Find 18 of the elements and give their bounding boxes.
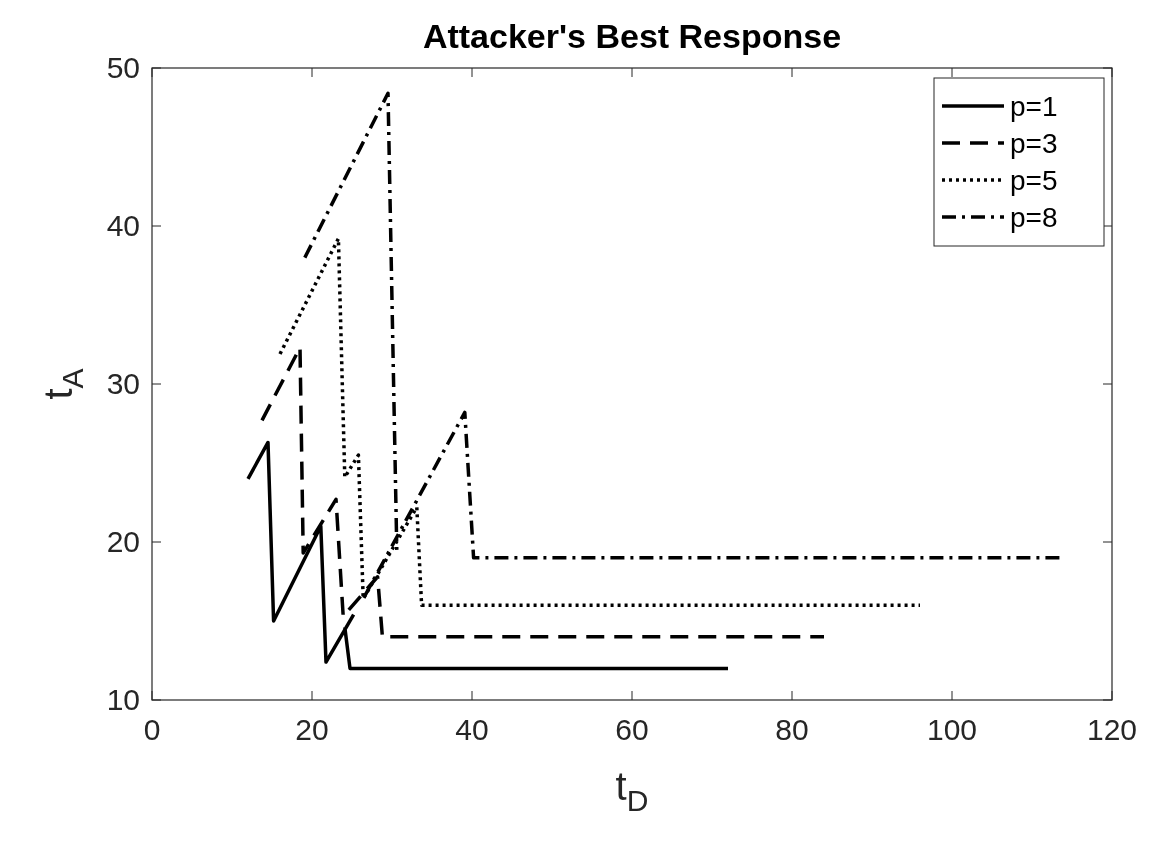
y-tick-label: 20 (106, 525, 140, 558)
x-axis-title: t$_{D}$ (615, 764, 649, 817)
chart-title: Attacker's Best Response (422, 17, 842, 55)
legend-label: p=1 (1010, 91, 1058, 122)
legend-label: p=5 (1010, 165, 1058, 196)
y-tick-label: 10 (106, 683, 140, 716)
x-tick-label: 80 (775, 713, 809, 746)
x-tick-label: 40 (455, 713, 489, 746)
y-tick-label: 40 (106, 209, 140, 242)
x-tick-label: 60 (615, 713, 649, 746)
x-tick-label: 0 (143, 713, 161, 746)
x-tick-label: 20 (295, 713, 329, 746)
x-tick-label: 120 (1086, 713, 1138, 746)
y-tick-label: 50 (106, 51, 140, 84)
y-tick-label: 30 (106, 367, 140, 400)
x-tick-label: 100 (926, 713, 978, 746)
legend-label: p=8 (1010, 202, 1058, 233)
legend-label: p=3 (1010, 128, 1058, 159)
